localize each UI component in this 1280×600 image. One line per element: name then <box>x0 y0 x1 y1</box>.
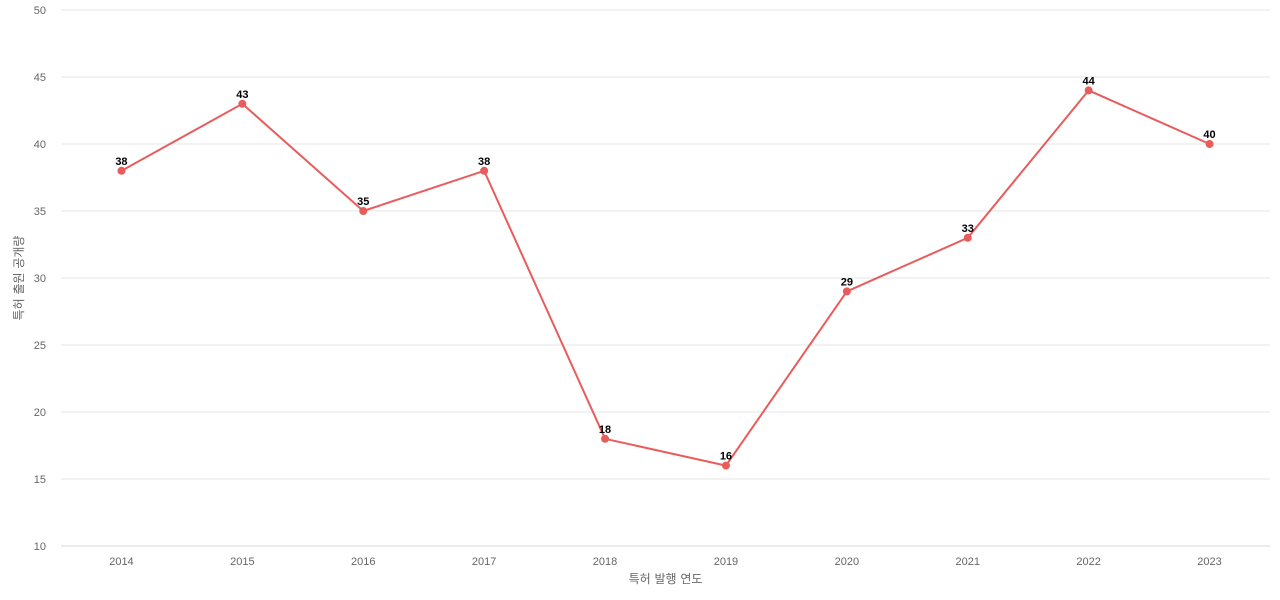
data-label: 40 <box>1203 129 1215 141</box>
x-axis-ticks: 2014 2015 2016 2017 2018 2019 2020 2021 2022 2023 <box>109 556 1222 568</box>
data-label: 16 <box>720 451 732 463</box>
x-tick-label: 2016 <box>351 556 375 568</box>
x-tick-label: 2014 <box>109 556 133 568</box>
data-label: 38 <box>478 156 490 168</box>
data-point <box>1205 140 1214 148</box>
data-point <box>1084 86 1093 95</box>
data-label: 44 <box>1083 75 1096 87</box>
data-point <box>480 166 489 175</box>
x-tick-label: 2021 <box>956 556 980 568</box>
data-point <box>238 99 247 108</box>
data-point <box>842 287 851 296</box>
data-point <box>117 166 126 175</box>
data-labels: 38 43 35 38 18 16 29 33 44 40 <box>115 75 1215 462</box>
data-point <box>601 434 610 443</box>
y-tick-label: 30 <box>34 273 46 285</box>
y-tick-label: 25 <box>34 340 46 352</box>
y-tick-label: 10 <box>34 541 46 553</box>
x-tick-label: 2017 <box>472 556 496 568</box>
data-label: 18 <box>599 424 611 436</box>
x-tick-label: 2023 <box>1197 556 1221 568</box>
x-tick-label: 2019 <box>714 556 738 568</box>
data-label: 33 <box>962 223 974 235</box>
x-axis-title: 특허 발행 연도 <box>629 571 703 586</box>
y-tick-label: 15 <box>34 474 46 486</box>
data-label: 38 <box>115 156 127 168</box>
series-line <box>120 89 1210 467</box>
y-tick-label: 20 <box>34 407 46 419</box>
grid-lines <box>61 9 1270 480</box>
y-tick-label: 45 <box>34 72 46 84</box>
data-point <box>359 207 368 215</box>
series-markers <box>117 86 1214 470</box>
y-tick-label: 40 <box>34 139 46 151</box>
data-point <box>721 461 730 470</box>
data-point <box>963 233 972 242</box>
data-label: 35 <box>357 196 369 208</box>
x-tick-label: 2022 <box>1076 556 1100 568</box>
y-axis-title: 특허 출원 공개량 <box>12 236 26 321</box>
x-tick-label: 2020 <box>835 556 859 568</box>
y-tick-label: 35 <box>34 206 46 218</box>
y-axis-ticks: 10 15 20 25 30 35 40 45 50 <box>34 5 46 553</box>
data-label: 43 <box>236 89 248 101</box>
data-label: 29 <box>841 276 853 288</box>
y-tick-label: 50 <box>34 5 46 17</box>
x-tick-label: 2018 <box>593 556 617 568</box>
x-tick-label: 2015 <box>230 556 254 568</box>
